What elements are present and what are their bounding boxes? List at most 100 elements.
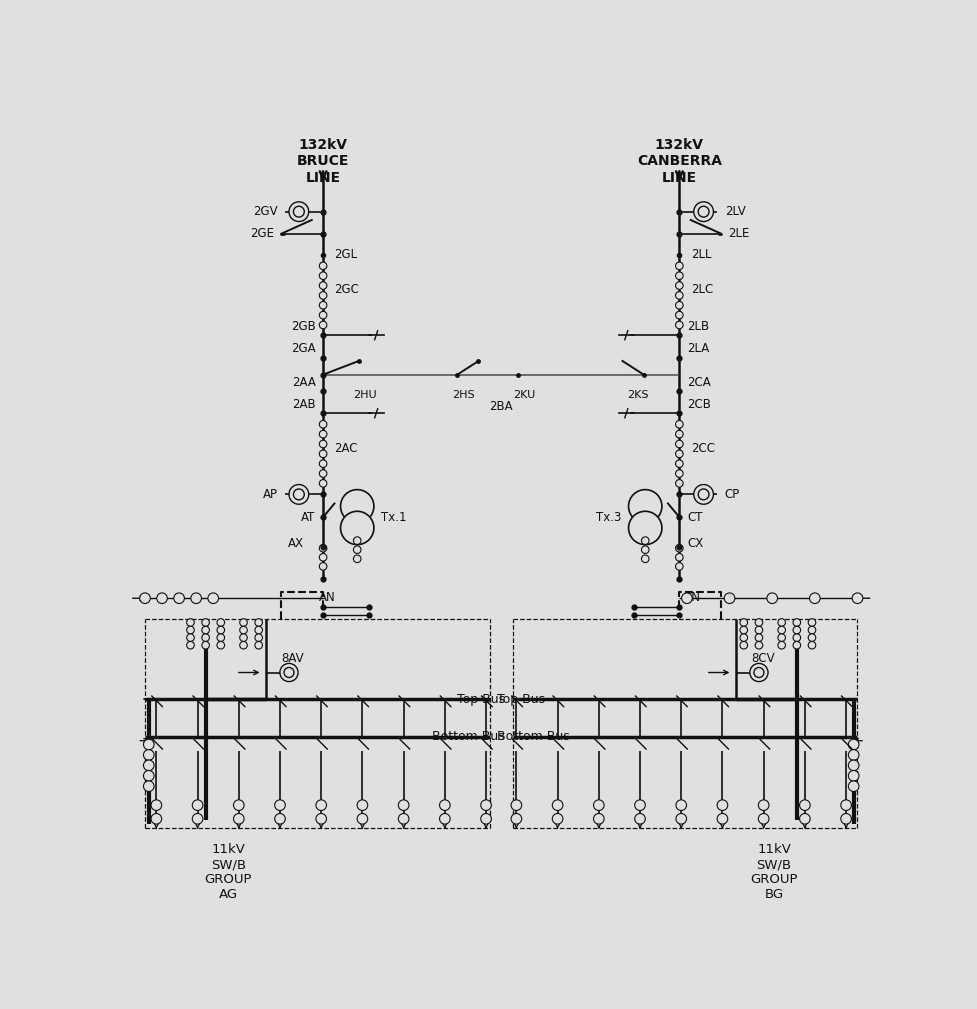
Circle shape (144, 740, 154, 750)
Circle shape (675, 813, 686, 824)
Circle shape (641, 537, 649, 545)
Text: CX: CX (686, 537, 702, 550)
Text: 2LA: 2LA (686, 342, 708, 355)
Circle shape (398, 800, 408, 810)
Circle shape (144, 760, 154, 771)
Text: 2LL: 2LL (690, 248, 710, 261)
Circle shape (319, 312, 326, 319)
Text: Top Bus: Top Bus (456, 692, 504, 705)
Circle shape (187, 619, 194, 627)
Text: 2GB: 2GB (290, 320, 316, 333)
Circle shape (293, 489, 304, 499)
Circle shape (851, 593, 862, 603)
Circle shape (757, 800, 768, 810)
Circle shape (698, 206, 708, 217)
Circle shape (675, 282, 682, 290)
Circle shape (792, 634, 800, 642)
Circle shape (847, 750, 858, 760)
Circle shape (693, 202, 713, 222)
Circle shape (319, 563, 326, 570)
Text: 2CA: 2CA (686, 376, 710, 389)
Circle shape (716, 800, 727, 810)
Circle shape (840, 813, 851, 824)
Circle shape (319, 262, 326, 269)
Circle shape (319, 421, 326, 428)
Circle shape (675, 321, 682, 329)
Text: 2GC: 2GC (334, 284, 359, 297)
Circle shape (740, 642, 746, 649)
Circle shape (353, 546, 361, 554)
Circle shape (357, 800, 367, 810)
Circle shape (724, 593, 734, 603)
Circle shape (847, 771, 858, 781)
Text: Top Bus: Top Bus (497, 692, 545, 705)
Circle shape (316, 800, 326, 810)
Text: 2AB: 2AB (291, 398, 316, 411)
Circle shape (754, 634, 762, 642)
Circle shape (239, 634, 247, 642)
Circle shape (174, 593, 185, 603)
Circle shape (319, 292, 326, 300)
Text: 2BA: 2BA (488, 401, 513, 414)
Circle shape (840, 800, 851, 810)
Circle shape (319, 460, 326, 467)
Circle shape (353, 555, 361, 563)
Text: AN: AN (319, 591, 336, 604)
Circle shape (255, 642, 262, 649)
Text: 2CC: 2CC (690, 442, 714, 455)
Circle shape (552, 813, 563, 824)
Circle shape (628, 512, 661, 545)
Circle shape (754, 627, 762, 634)
Circle shape (316, 813, 326, 824)
Circle shape (319, 272, 326, 279)
Circle shape (634, 813, 645, 824)
Circle shape (693, 484, 713, 504)
Circle shape (234, 800, 244, 810)
Circle shape (319, 450, 326, 458)
Circle shape (807, 619, 815, 627)
Circle shape (279, 663, 298, 682)
Circle shape (593, 813, 604, 824)
Circle shape (319, 282, 326, 290)
Text: CT: CT (686, 511, 701, 524)
Circle shape (208, 593, 218, 603)
Circle shape (675, 554, 682, 561)
Circle shape (319, 302, 326, 309)
Circle shape (192, 800, 202, 810)
Text: 2KS: 2KS (626, 389, 648, 400)
Text: 2GE: 2GE (249, 227, 274, 240)
Circle shape (319, 545, 326, 552)
Circle shape (634, 800, 645, 810)
Circle shape (847, 781, 858, 791)
Circle shape (201, 619, 209, 627)
Circle shape (807, 627, 815, 634)
Circle shape (255, 634, 262, 642)
Circle shape (799, 800, 809, 810)
Circle shape (628, 489, 661, 523)
Text: 132kV
BRUCE
LINE: 132kV BRUCE LINE (297, 138, 349, 185)
Text: 2LE: 2LE (728, 227, 749, 240)
Circle shape (319, 479, 326, 487)
Circle shape (140, 593, 150, 603)
Circle shape (777, 634, 785, 642)
Circle shape (144, 781, 154, 791)
Circle shape (319, 321, 326, 329)
Circle shape (675, 479, 682, 487)
Circle shape (275, 813, 285, 824)
Circle shape (740, 627, 746, 634)
Circle shape (156, 593, 167, 603)
Circle shape (716, 813, 727, 824)
Circle shape (150, 800, 161, 810)
Circle shape (792, 627, 800, 634)
Text: Bottom Bus: Bottom Bus (432, 731, 504, 744)
Text: AT: AT (301, 511, 316, 524)
Circle shape (319, 470, 326, 477)
Text: AP: AP (263, 488, 277, 500)
Circle shape (753, 668, 763, 677)
Circle shape (319, 431, 326, 438)
Circle shape (319, 554, 326, 561)
Circle shape (847, 740, 858, 750)
Circle shape (777, 619, 785, 627)
Text: 8AV: 8AV (281, 653, 304, 665)
Text: 2LC: 2LC (690, 284, 712, 297)
